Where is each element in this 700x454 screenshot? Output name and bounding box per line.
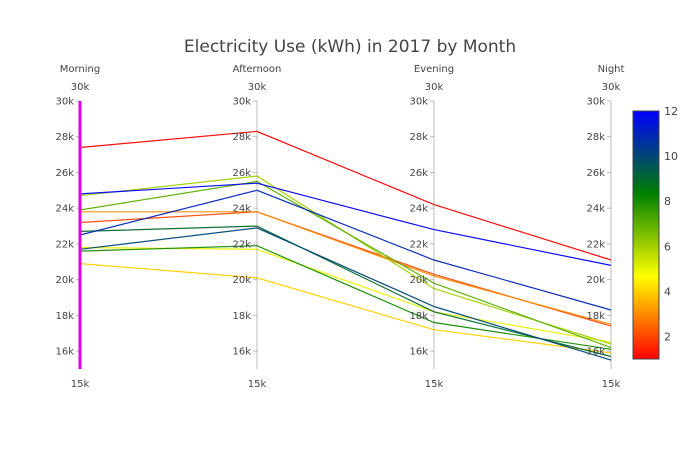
axis-tick-label: 28k xyxy=(409,132,428,143)
data-line-month-8[interactable] xyxy=(79,245,612,350)
colorbar-tick-label: 12 xyxy=(664,105,678,118)
axis-afternoon[interactable]: 16k 18k 20k 22k 24k 26k 28k 30k Afternoon 30k 15k xyxy=(232,64,281,390)
axis-tick-label: 20k xyxy=(586,275,605,286)
data-line-month-12[interactable] xyxy=(79,182,612,266)
axis-range-max-label[interactable]: 30k xyxy=(425,82,444,93)
axis-tick-label: 26k xyxy=(232,168,251,179)
data-line-month-10[interactable] xyxy=(79,227,612,361)
axis-tick-label: 22k xyxy=(409,239,428,250)
colorbar-tick-label: 2 xyxy=(664,330,671,343)
axis-range-max-label[interactable]: 30k xyxy=(248,82,267,93)
data-lines-layer xyxy=(79,130,612,361)
axis-tick-label: 20k xyxy=(55,275,74,286)
data-line-month-4[interactable] xyxy=(79,263,612,354)
axis-title[interactable]: Morning xyxy=(60,64,100,75)
axis-tick-label: 30k xyxy=(55,97,74,108)
colorbar-gradient xyxy=(632,110,660,360)
axis-tick-label: 26k xyxy=(409,168,428,179)
axis-night[interactable]: 16k 18k 20k 22k 24k 26k 28k 30k Night 30k 15k xyxy=(586,64,624,390)
axis-range-max-label[interactable]: 30k xyxy=(71,82,90,93)
data-line-month-7[interactable] xyxy=(79,180,612,349)
axis-tick-label: 28k xyxy=(586,132,605,143)
axis-range-min-label[interactable]: 15k xyxy=(248,379,267,390)
axis-tick-label: 18k xyxy=(232,311,251,322)
axis-tick-label: 24k xyxy=(55,204,74,215)
chart-title: Electricity Use (kWh) in 2017 by Month xyxy=(184,37,516,57)
colorbar-tick-label: 10 xyxy=(664,150,678,163)
axis-range-min-label[interactable]: 15k xyxy=(425,379,444,390)
axis-title[interactable]: Evening xyxy=(414,64,454,75)
axis-tick-label: 16k xyxy=(409,347,428,358)
axis-morning[interactable]: 16k 18k 20k 22k 24k 26k 28k 30k Morning 30k 15k xyxy=(55,64,100,390)
data-line-month-1[interactable] xyxy=(79,130,612,261)
axis-range-min-label[interactable]: 15k xyxy=(71,379,90,390)
data-line-month-5[interactable] xyxy=(79,246,612,343)
axis-tick-label: 30k xyxy=(409,97,428,108)
axis-title[interactable]: Afternoon xyxy=(233,64,282,75)
data-line-month-3[interactable] xyxy=(80,211,612,325)
axis-tick-label: 16k xyxy=(55,347,74,358)
axis-tick-label: 22k xyxy=(232,239,251,250)
axis-tick-label: 22k xyxy=(55,239,74,250)
axis-tick-label: 20k xyxy=(232,275,251,286)
axis-tick-label: 26k xyxy=(55,168,74,179)
axis-tick-label: 22k xyxy=(586,239,605,250)
axis-evening[interactable]: 16k 18k 20k 22k 24k 26k 28k 30k Evening 30k 15k xyxy=(409,64,454,390)
axis-tick-label: 18k xyxy=(409,311,428,322)
axis-title[interactable]: Night xyxy=(598,64,625,75)
colorbar-tick-label: 4 xyxy=(664,285,671,298)
axis-tick-label: 24k xyxy=(409,204,428,215)
axis-tick-label: 16k xyxy=(232,347,251,358)
colorbar-tick-label: 8 xyxy=(664,195,671,208)
axis-tick-label: 18k xyxy=(586,311,605,322)
axis-tick-label: 28k xyxy=(232,132,251,143)
axis-tick-label: 24k xyxy=(232,204,251,215)
data-line-month-11[interactable] xyxy=(79,189,612,311)
axes-layer: 16k18k20k22k24k26k28k30kMorning30k15k16k… xyxy=(55,64,624,390)
axis-range-min-label[interactable]: 15k xyxy=(602,379,621,390)
axis-tick-label: 30k xyxy=(232,97,251,108)
axis-brush-selection[interactable] xyxy=(78,101,82,369)
axis-tick-label: 16k xyxy=(586,347,605,358)
axis-tick-label: 18k xyxy=(55,311,74,322)
axis-tick-label: 24k xyxy=(586,204,605,215)
axis-tick-label: 20k xyxy=(409,275,428,286)
colorbar-tick-label: 6 xyxy=(664,240,671,253)
data-line-month-9[interactable] xyxy=(79,225,612,358)
axis-range-max-label[interactable]: 30k xyxy=(602,82,621,93)
colorbar: 2 4 6 8 10 12 xyxy=(632,105,678,360)
axis-tick-label: 26k xyxy=(586,168,605,179)
axis-tick-label: 28k xyxy=(55,132,74,143)
axis-tick-label: 30k xyxy=(586,97,605,108)
